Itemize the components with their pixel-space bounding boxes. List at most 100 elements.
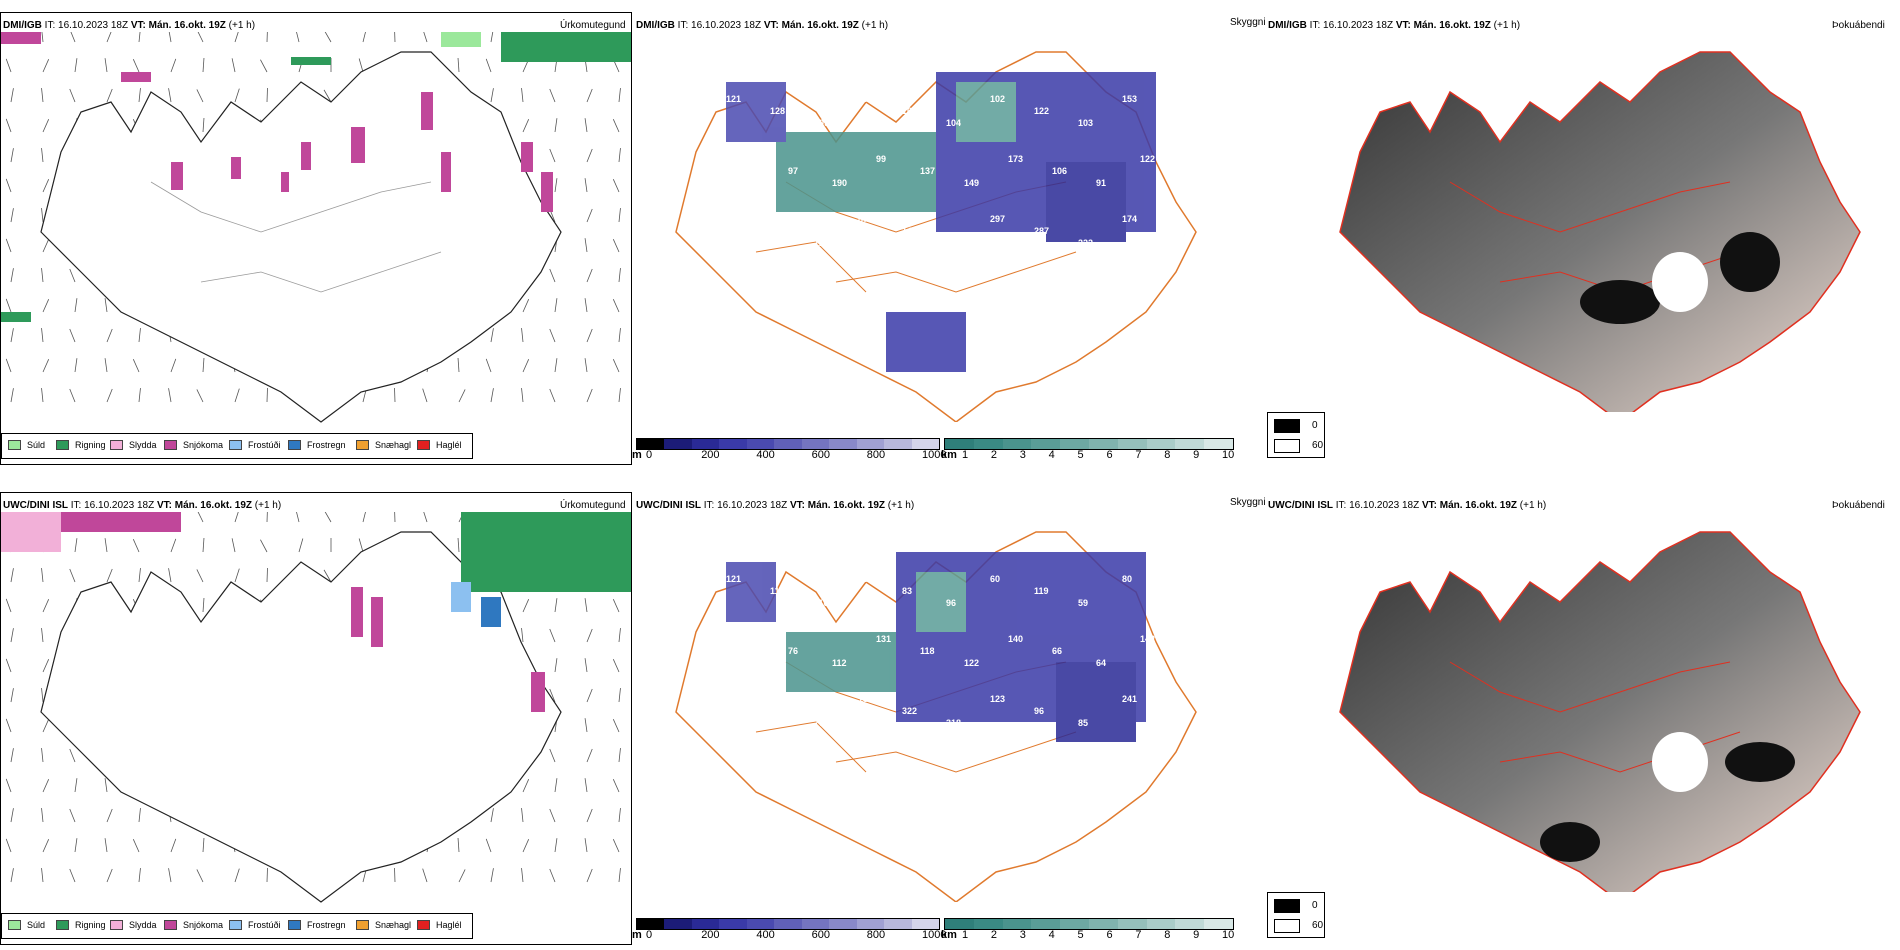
cloudbase-value-label: 96 [946,598,956,608]
rain-swatch [56,440,69,450]
precip-header-top: DMI/IGB IT: 16.10.2023 18Z VT: Mán. 16.o… [3,20,256,31]
visibility-colorbar-top [944,438,1234,450]
cloudbase-value-label: 102 [788,766,803,776]
cloudbase-value-label: 59 [1078,598,1088,608]
cloudbase-segment [801,919,830,929]
cloudbase-value-label: 122 [964,658,979,668]
visibility-segment [973,439,1003,449]
visibility-tick-label: 4 [1048,929,1055,941]
visibility-segment [945,439,974,449]
fog-legend-top: 0 60 [1267,412,1325,458]
cloudbase-colorbar-bottom [636,918,940,930]
cloudbase-value-label: 196 [744,154,759,164]
visibility-tick-label: 8 [1164,929,1171,941]
cloudbase-value-label: 132 [964,298,979,308]
precip-legend-top: Súld Rigning Slydda Snjókoma Frostúði Fr… [1,433,473,459]
visibility-tick-label: 6 [1106,929,1113,941]
cloudbase-value-label: 121 [726,574,741,584]
fog-swatch-60 [1274,439,1300,453]
cloudbase-labels-bottom: 121 113 116 137 83 96 60 119 59 80 90 76 112 131 118 12… [726,574,1155,788]
cloudbase-value-label: 202 [1096,298,1111,308]
visibility-tick-label: 10 [1222,929,1235,941]
cloudbase-segment [829,919,857,929]
cloudbase-segment [746,919,775,929]
visibility-segment [1031,439,1061,449]
drizzle-swatch [8,920,21,930]
visibility-segment [1175,919,1205,929]
cloudbase-tick-label: 200 [701,929,720,941]
cloudbase-value-label: 183 [1008,274,1023,284]
visibility-segment [1146,439,1176,449]
cloudbase-value-label: 318 [946,718,961,728]
cloudbase-value-label: 98 [770,226,780,236]
cloudbase-segment [884,919,912,929]
cloudbase-segment [911,439,939,449]
cloudbase-value-label: 123 [990,694,1005,704]
cloudbase-value-label: 106 [1052,166,1067,176]
freezing-rain-swatch [288,440,301,450]
cloudbase-value-label: 173 [1008,154,1023,164]
cloudbase-segment [884,439,912,449]
visibility-tick-label: 2 [990,929,997,941]
cloudbase-value-label: 103 [858,94,873,104]
visibility-colorbar-bottom [944,918,1234,930]
precip-type-title-bottom: Úrkomutegund [560,500,626,511]
cloudbase-value-label: 103 [1078,118,1093,128]
cloudbase-value-label: 222 [1078,238,1093,248]
visibility-unit-top: km [941,449,957,461]
cloudbase-tick-label: 800 [866,929,886,941]
cloudbase-value-label: 192 [726,214,741,224]
visibility-segment [1146,919,1176,929]
cloudbase-value-label: 140 [1008,634,1023,644]
cloudbase-value-label: 116 [814,598,829,608]
precip-legend-bottom: Súld Rigning Slydda Snjókoma Frostúði Fr… [1,913,473,939]
visibility-segment [1031,919,1061,929]
visibility-tick-label: 3 [1019,449,1026,461]
cloudbase-segment [664,919,692,929]
drizzle-swatch [8,440,21,450]
cloud-map-bottom: 121 113 116 137 83 96 60 119 59 80 90 76 112 131 118 12… [675,531,1197,902]
cloudbase-unit-top: m [632,449,642,461]
cloudbase-value-label: 162 [770,706,785,716]
cloudbase-value-label: 97 [788,166,798,176]
visibility-tick-label: 3 [1019,929,1026,941]
cloudbase-value-label: 116 [964,778,979,788]
visibility-unit-bottom: km [941,929,957,941]
cloud-map-top: 121 128 109 103 163 104 102 122 103 153 196 97 190 99… [675,51,1197,422]
cloudbase-segment [664,439,692,449]
cloudbase-value-label: 110 [832,298,847,308]
cloudbase-value-label: 83 [902,586,912,596]
precip-type-title-top: Úrkomutegund [560,20,626,31]
visibility-segment [1002,439,1032,449]
rain-patches [1,32,631,322]
visibility-segment [1060,919,1089,929]
visibility-tick-label: 4 [1048,449,1055,461]
cloudbase-tick-label: 600 [811,929,830,941]
cloudbase-value-label: 89 [1052,286,1062,296]
cloudbase-value-label: 142 [1140,634,1155,644]
cloudbase-value-label: 128 [770,106,785,116]
cloudbase-segment [719,919,747,929]
precip-type-panel-top [0,12,632,465]
cloudbase-value-label: 122 [1034,106,1049,116]
visibility-tick-label: 9 [1193,929,1200,941]
cloud-title-top: Skyggni [1230,17,1266,28]
cloudbase-value-label: 64 [1096,658,1106,668]
cloudbase-value-label: 17 [1052,766,1062,776]
fog-map-bottom [1339,531,1861,892]
precip-map-top [1,32,631,423]
cloudbase-segment [774,439,802,449]
cloudbase-value-label: 174 [1122,214,1137,224]
cloudbase-segment [829,439,857,449]
cloudbase-value-label: 137 [920,166,935,176]
visibility-segment [1117,919,1147,929]
visibility-segment [1204,919,1233,929]
cloudbase-value-label: 163 [902,106,917,116]
cloudbase-value-label: 190 [832,178,847,188]
snow-swatch [164,920,177,930]
cloudbase-value-label: 114 [1140,274,1155,284]
cloudbase-value-label: 104 [946,118,961,128]
cloudbase-value-label: 168 [920,766,935,776]
fog-swatch-0 [1274,419,1300,433]
cloudbase-value-label: 112 [832,658,847,668]
